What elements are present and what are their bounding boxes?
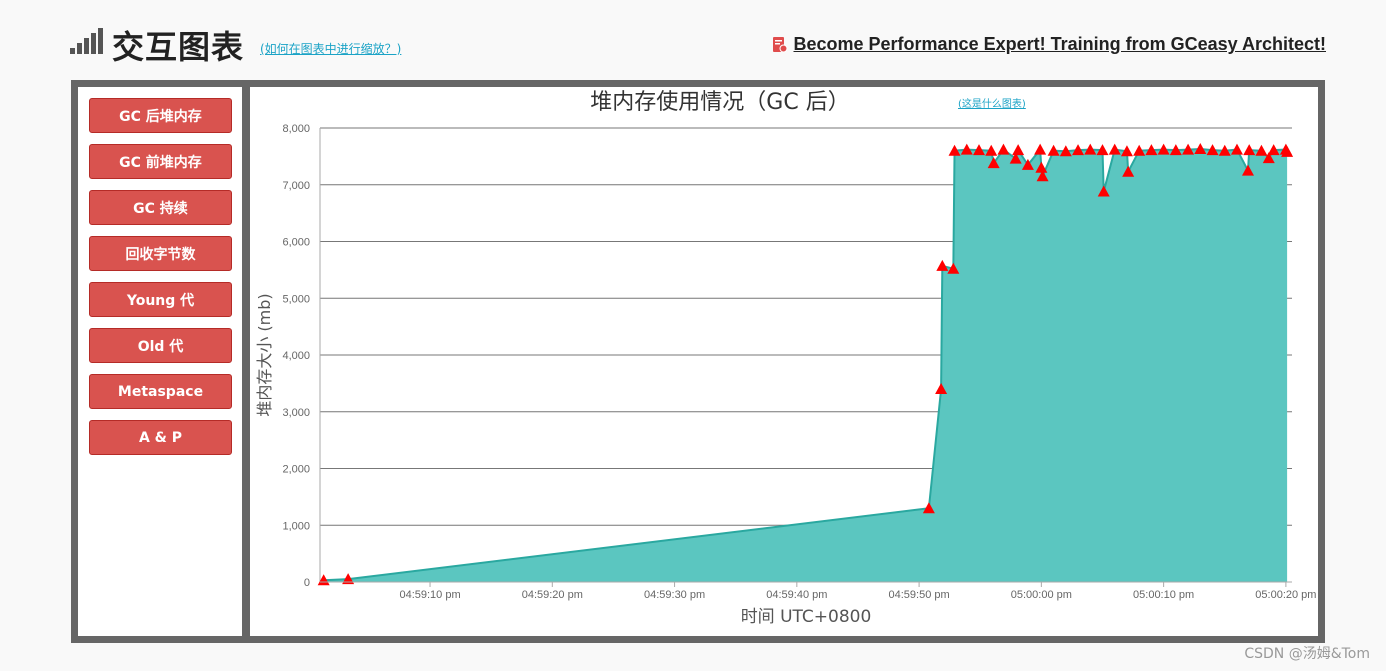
x-tick-label: 05:00:10 pm [1133, 589, 1194, 601]
gc-event-marker [1035, 161, 1048, 173]
gc-event-marker [1097, 185, 1110, 197]
training-promo-link[interactable]: Become Performance Expert! Training from… [772, 34, 1327, 55]
x-tick-label: 04:59:30 pm [644, 589, 705, 601]
gc-event-marker [342, 573, 355, 585]
watermark: CSDN @汤姆&Tom [1244, 646, 1370, 662]
gc-event-marker [987, 157, 1000, 169]
chart-selector-sidebar: GC 后堆内存 GC 前堆内存 GC 持续 回收字节数 Young 代 Old … [78, 87, 242, 636]
gc-event-marker [1059, 145, 1072, 157]
gc-event-marker [1182, 143, 1195, 155]
gc-event-marker [985, 144, 998, 156]
heap-before-gc-button[interactable]: GC 前堆内存 [89, 144, 232, 179]
gc-event-marker [997, 143, 1010, 155]
gc-event-marker [1120, 145, 1133, 157]
x-tick-label: 04:59:10 pm [399, 589, 460, 601]
gc-event-marker [1133, 144, 1146, 156]
x-tick-label: 04:59:40 pm [766, 589, 827, 601]
gc-event-marker [1243, 144, 1256, 156]
x-tick-label: 04:59:20 pm [522, 589, 583, 601]
gc-event-marker [1084, 143, 1097, 155]
gc-event-marker [1122, 165, 1135, 177]
chart-title: 堆内存使用情况（GC 后） [590, 90, 849, 115]
reclaimed-bytes-button[interactable]: 回收字节数 [89, 236, 232, 271]
gc-event-marker [960, 143, 973, 155]
certificate-icon [772, 36, 787, 52]
gc-event-marker [1036, 170, 1049, 182]
gc-event-marker [1206, 144, 1219, 156]
y-tick-label: 8,000 [282, 123, 310, 135]
y-tick-label: 0 [304, 577, 310, 589]
gc-event-marker [1157, 143, 1170, 155]
y-tick-label: 5,000 [282, 293, 310, 305]
heap-area [323, 148, 1288, 582]
gc-event-marker [935, 383, 948, 395]
allocation-promotion-button[interactable]: A & P [89, 420, 232, 455]
chart-help-link[interactable]: (这是什么图表) [958, 97, 1026, 110]
chart-svg[interactable]: 堆内存使用情况（GC 后） (这是什么图表) 0 1,000 2,000 3,000 4,0… [250, 87, 1318, 636]
gc-event-marker [1255, 144, 1268, 156]
gc-event-marker [1047, 144, 1060, 156]
x-axis-label: 时间 UTC+0800 [741, 607, 872, 627]
y-tick-label: 4,000 [282, 350, 310, 362]
training-promo-text[interactable]: Become Performance Expert! Training from… [793, 34, 1327, 54]
y-tick-label: 2,000 [282, 464, 310, 476]
gc-event-marker [1034, 143, 1047, 155]
heap-after-gc-button[interactable]: GC 后堆内存 [89, 98, 232, 133]
page-header: 交互图表 (如何在图表中进行缩放？) Become Performance Ex… [70, 22, 1327, 66]
gc-event-marker [1169, 144, 1182, 156]
gc-event-marker [1096, 144, 1109, 156]
gc-event-marker [1021, 158, 1034, 170]
young-gen-button[interactable]: Young 代 [89, 282, 232, 317]
gc-event-marker [936, 259, 949, 271]
gc-event-marker [1194, 142, 1207, 154]
gc-event-marker [1012, 144, 1025, 156]
gc-event-marker [948, 144, 961, 156]
x-tick-label: 05:00:00 pm [1011, 589, 1072, 601]
heap-usage-chart: 堆内存使用情况（GC 后） (这是什么图表) 0 1,000 2,000 3,000 4,0… [250, 87, 1318, 636]
gc-duration-button[interactable]: GC 持续 [89, 190, 232, 225]
gc-event-marker [1241, 164, 1254, 176]
page-title: 交互图表 [112, 28, 245, 66]
gc-event-marker [1108, 143, 1121, 155]
gc-event-marker [1230, 143, 1243, 155]
gc-event-marker [1145, 144, 1158, 156]
chart-container: GC 后堆内存 GC 前堆内存 GC 持续 回收字节数 Young 代 Old … [71, 80, 1325, 643]
gc-event-marker [1267, 144, 1280, 156]
gc-event-marker [1072, 144, 1085, 156]
gc-event-marker [1218, 144, 1231, 156]
old-gen-button[interactable]: Old 代 [89, 328, 232, 363]
gc-event-marker [317, 574, 330, 586]
gc-event-marker [1009, 152, 1022, 164]
zoom-help-link[interactable]: (如何在图表中进行缩放？) [260, 42, 402, 56]
y-tick-label: 7,000 [282, 180, 310, 192]
x-tick-label: 04:59:50 pm [889, 589, 950, 601]
gc-event-marker [1262, 152, 1275, 164]
y-axis-label: 堆内存大小 (mb) [255, 293, 274, 416]
x-tick-label: 05:00:20 pm [1255, 589, 1316, 601]
metaspace-button[interactable]: Metaspace [89, 374, 232, 409]
y-tick-label: 3,000 [282, 407, 310, 419]
gc-event-marker [922, 502, 935, 514]
gc-event-marker [947, 262, 960, 274]
gc-event-marker [973, 144, 986, 156]
gc-event-marker [1281, 145, 1294, 157]
signal-bars-icon [70, 28, 103, 54]
y-tick-label: 1,000 [282, 520, 310, 532]
y-tick-label: 6,000 [282, 237, 310, 249]
